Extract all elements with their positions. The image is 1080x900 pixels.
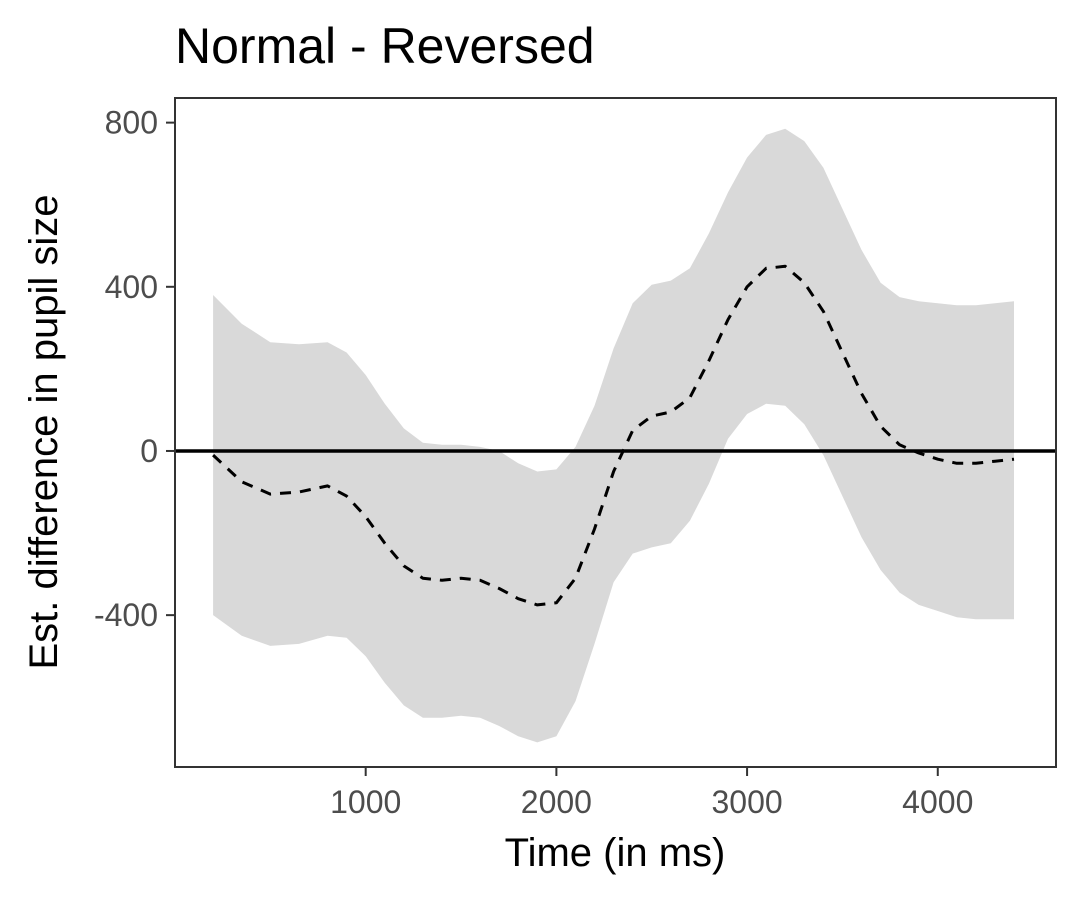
- y-tick-label-0: 0: [140, 433, 158, 469]
- chart-title: Normal - Reversed: [175, 18, 595, 74]
- y-tick-label-400: 400: [105, 269, 158, 305]
- x-tick-label-3000: 3000: [711, 784, 782, 820]
- y-axis-title: Est. difference in pupil size: [22, 194, 66, 669]
- x-tick-label-1000: 1000: [330, 784, 401, 820]
- x-tick-label-2000: 2000: [521, 784, 592, 820]
- y-tick-label-800: 800: [105, 105, 158, 141]
- y-tick-label--400: -400: [94, 597, 158, 633]
- confidence-band-0: [213, 128, 1015, 743]
- plot-area: 1000 2000 3000 4000 -400 0 400 800: [94, 97, 1057, 820]
- panel-border: [174, 97, 1057, 768]
- x-tick-label-4000: 4000: [902, 784, 973, 820]
- x-axis-title: Time (in ms): [505, 831, 726, 875]
- estimate-line-0: [212, 264, 1015, 607]
